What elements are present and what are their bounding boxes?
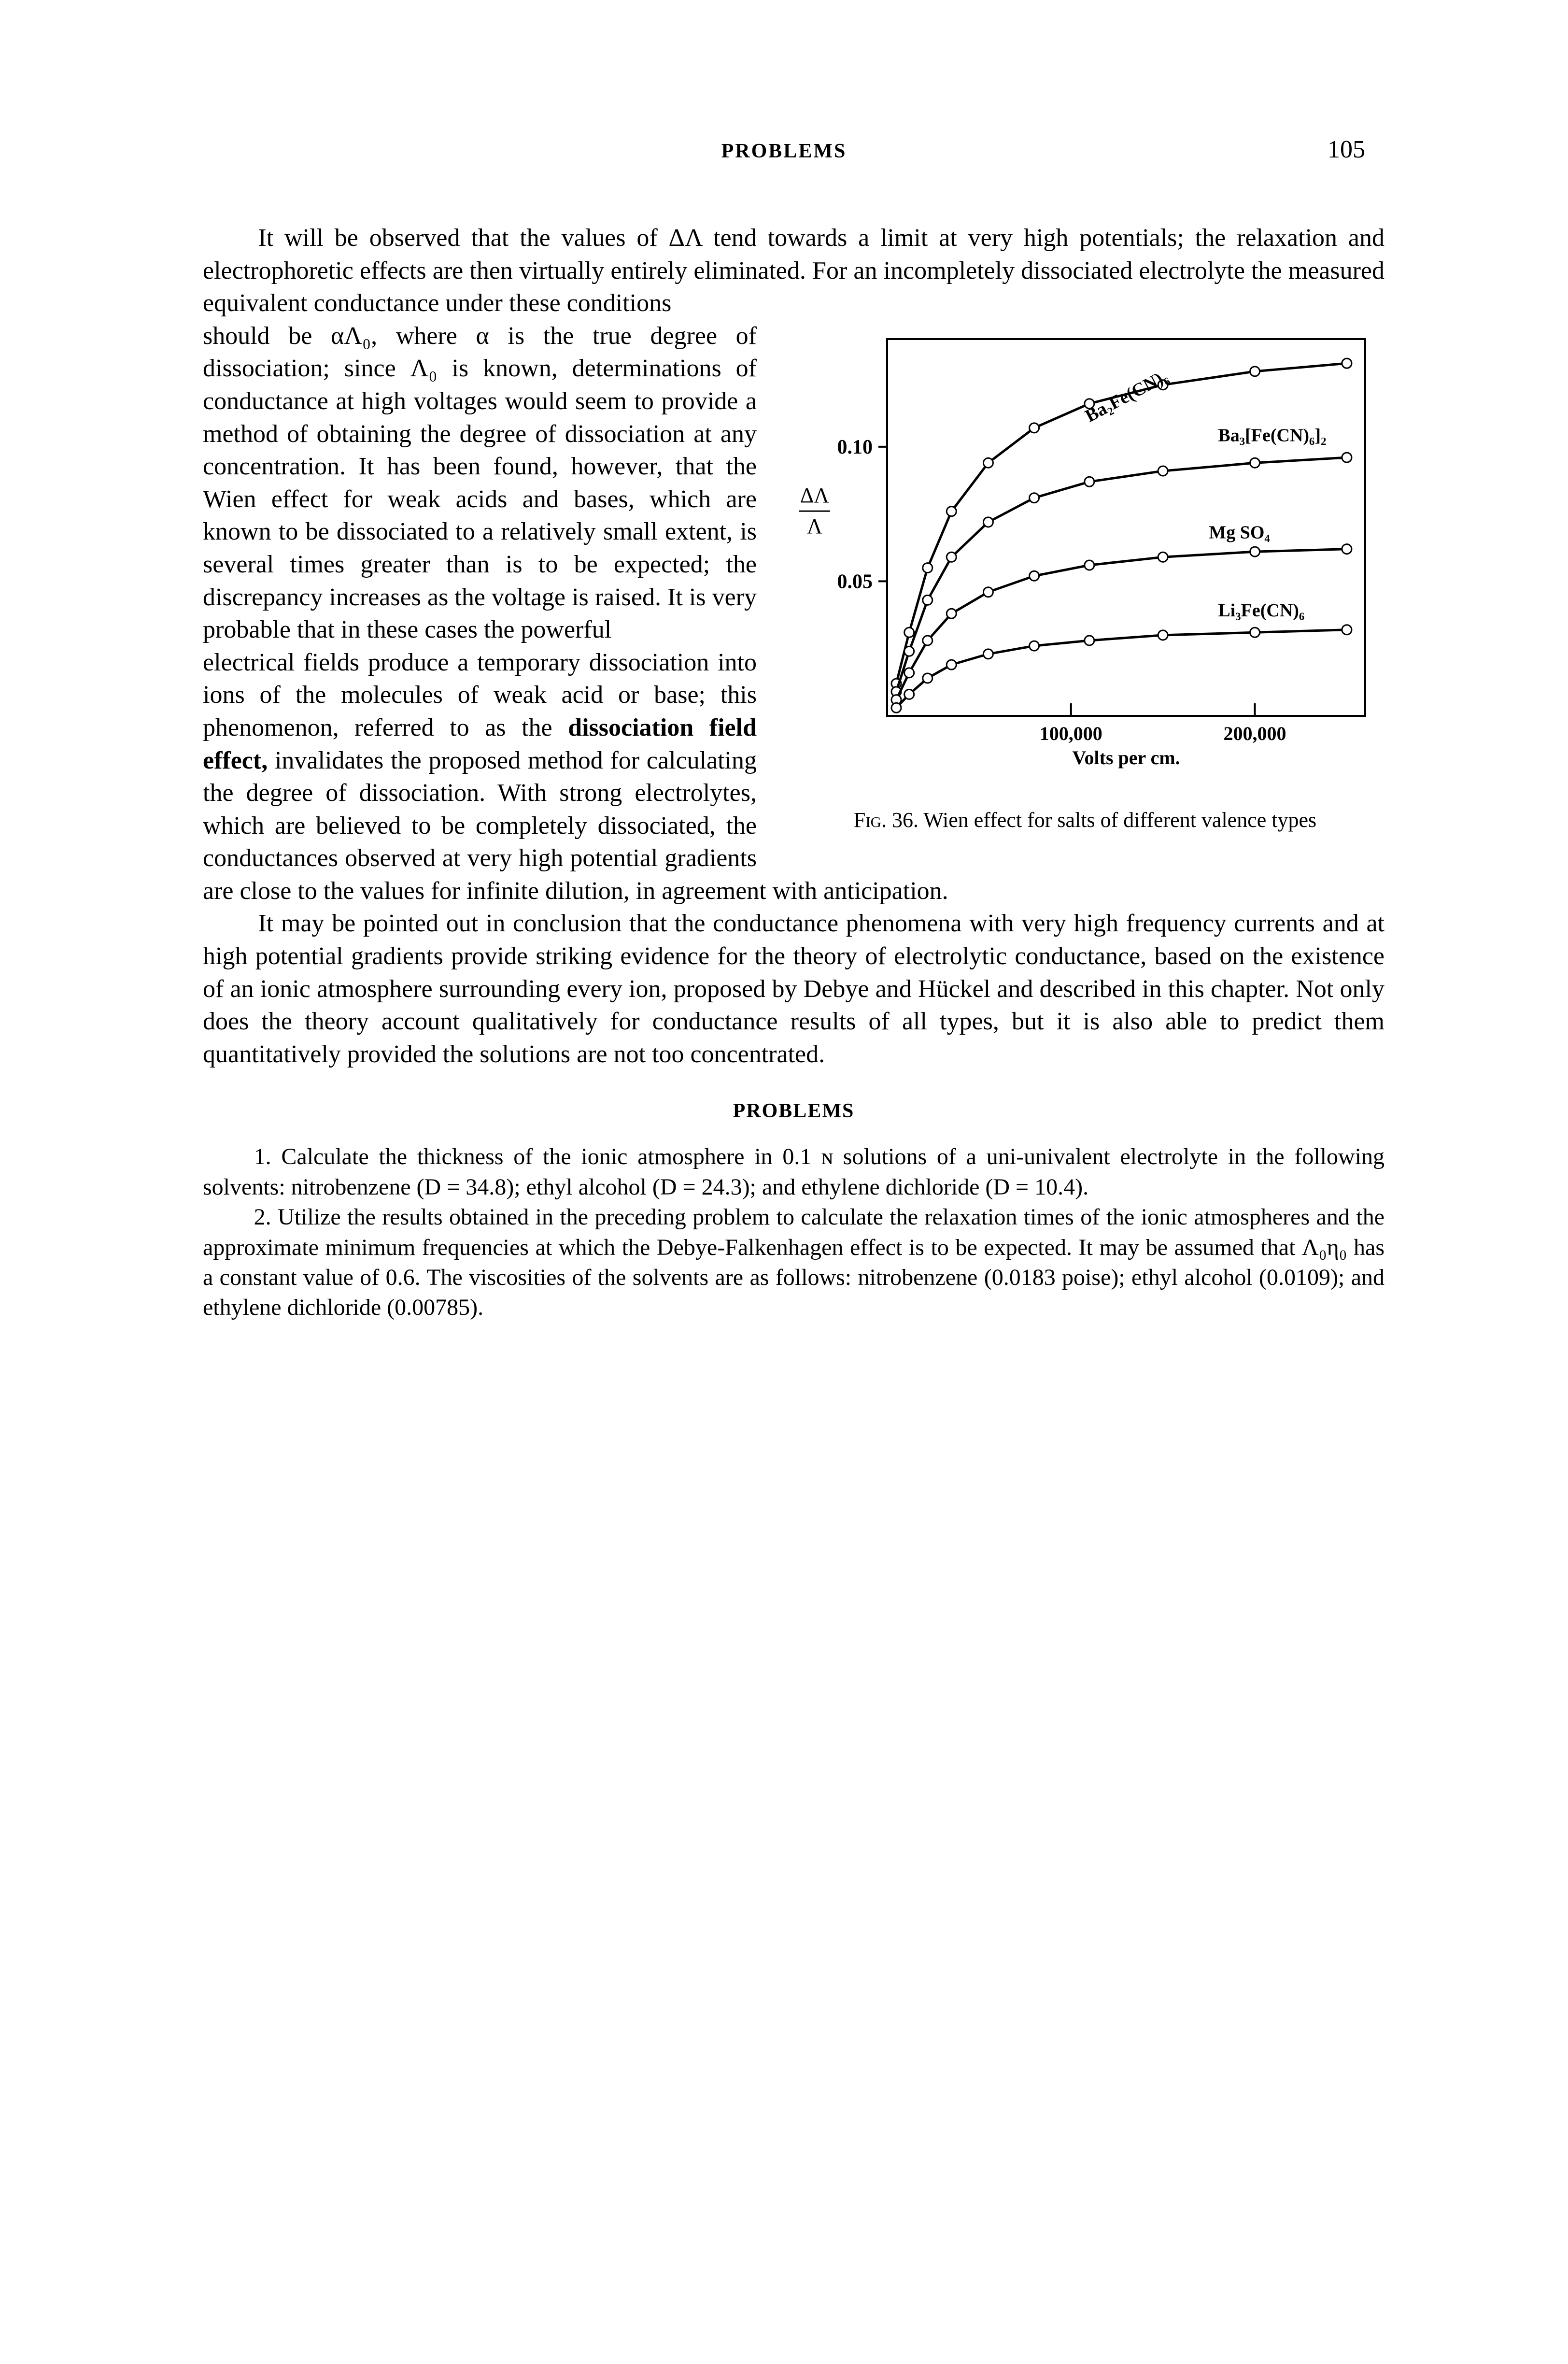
wien-chart: 0.05 0.10 100,000 200,000 Volts per cm. ΔΛ Λ Ba… (786, 325, 1384, 798)
page-header: PROBLEMS 105 (203, 135, 1384, 164)
figure-36: 0.05 0.10 100,000 200,000 Volts per cm. ΔΛ Λ Ba… (786, 325, 1384, 833)
problem-2: 2. Utilize the results obtained in the p… (203, 1202, 1384, 1323)
problems-section: 1. Calculate the thickness of the ionic … (203, 1142, 1384, 1323)
problem-1: 1. Calculate the thickness of the ionic … (203, 1142, 1384, 1202)
svg-text:Λ: Λ (807, 514, 822, 538)
paragraph-1a: It will be observed that the values of Δ… (203, 222, 1384, 320)
series-label: Ba₃[Fe(CN)₆]₂ (1218, 425, 1326, 445)
figure-caption: Fig. 36. Wien effect for salts of differ… (786, 807, 1384, 833)
body: It will be observed that the values of Δ… (203, 222, 1384, 1323)
paragraph-2: It may be pointed out in conclusion that… (203, 907, 1384, 1070)
fig-label: Fig. 36. (854, 808, 918, 832)
svg-text:100,000: 100,000 (1040, 723, 1102, 744)
series-label: Ba₂Fe(CN)₆ (1082, 366, 1171, 426)
page-number: 105 (1307, 135, 1365, 164)
problems-heading: PROBLEMS (203, 1099, 1384, 1123)
fig-caption-text: Wien effect for salts of different valen… (918, 808, 1316, 832)
svg-text:ΔΛ: ΔΛ (800, 484, 829, 507)
series-label: Li₃Fe(CN)₆ (1218, 600, 1304, 621)
page: PROBLEMS 105 It will be observed that th… (0, 0, 1568, 2364)
svg-text:Volts per cm.: Volts per cm. (1072, 747, 1180, 769)
series-label: Mg SO₄ (1209, 522, 1270, 542)
p1a-text: It will be observed that the values of Δ… (203, 224, 1384, 317)
svg-text:0.05: 0.05 (837, 570, 873, 593)
svg-text:0.10: 0.10 (837, 436, 873, 458)
header-title: PROBLEMS (261, 140, 1307, 163)
svg-text:200,000: 200,000 (1224, 723, 1286, 744)
